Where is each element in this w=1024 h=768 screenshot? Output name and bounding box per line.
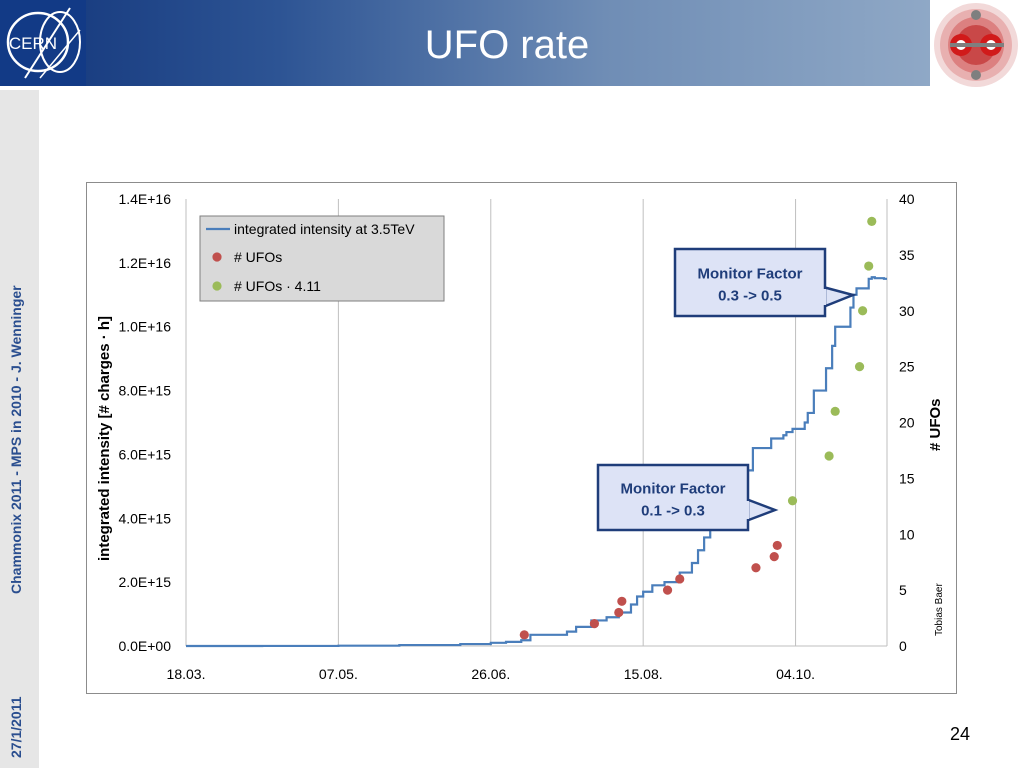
y-tick-label-right: 20 bbox=[899, 415, 915, 431]
ufo-point bbox=[769, 552, 779, 562]
y-tick-label-right: 40 bbox=[899, 191, 915, 207]
ufo-scaled-point bbox=[787, 496, 798, 506]
credit-text: Tobias Baer bbox=[934, 583, 945, 636]
cern-logo: CERN bbox=[0, 0, 86, 86]
chart-frame: 18.03. 07.05. 26.06. 15.08. 04.10. 0.0E+00 2.0… bbox=[86, 182, 957, 694]
y-tick-label-left: 1.0E+16 bbox=[118, 319, 171, 335]
legend-label: # UFOs · 4.11 bbox=[234, 278, 321, 294]
x-tick-label: 04.10. bbox=[776, 666, 815, 682]
ufo-point bbox=[614, 607, 624, 618]
callout-tail bbox=[745, 497, 779, 523]
ufo-scaled-point bbox=[864, 261, 874, 271]
side-strip bbox=[0, 90, 39, 768]
ufo-scaled-point bbox=[867, 216, 877, 226]
footer-text: Chammonix 2011 - MPS in 2010 - J. Wennin… bbox=[8, 285, 24, 594]
ufo-point bbox=[675, 574, 685, 584]
y-tick-label-right: 0 bbox=[899, 638, 907, 654]
ufo-scaled-point bbox=[824, 451, 834, 461]
callout-line-1: Monitor Factor bbox=[621, 481, 726, 498]
y-tick-label-left: 4.0E+15 bbox=[118, 510, 171, 526]
y-tick-label-left: 6.0E+15 bbox=[118, 446, 171, 462]
callout-line-1: Monitor Factor bbox=[698, 266, 803, 283]
ufo-point bbox=[589, 619, 600, 629]
integrated-intensity-line bbox=[186, 276, 887, 648]
cern-logo-text: CERN bbox=[9, 34, 57, 53]
callout-line-2: 0.1 -> 0.3 bbox=[641, 503, 705, 520]
y-axis-label-left: integrated intensity [# charges · h] bbox=[96, 316, 113, 561]
y-tick-label-left: 2.0E+15 bbox=[118, 574, 171, 590]
ufo-scaled-point bbox=[830, 406, 840, 416]
legend-box bbox=[199, 215, 445, 302]
ufo-point bbox=[751, 563, 761, 573]
y-axis-label-right: # UFOs bbox=[927, 398, 944, 451]
y-tick-label-left: 1.2E+16 bbox=[118, 255, 171, 271]
legend-label: # UFOs bbox=[234, 249, 282, 265]
ufo-rate-chart: 18.03. 07.05. 26.06. 15.08. 04.10. 0.0E+00 2.0… bbox=[96, 191, 945, 682]
y-tick-label-right: 15 bbox=[899, 470, 915, 486]
y-tick-label-right: 35 bbox=[899, 247, 915, 263]
y-tick-label-right: 5 bbox=[899, 582, 907, 598]
lhc-logo bbox=[930, 0, 1024, 90]
y-tick-label-right: 30 bbox=[899, 303, 915, 319]
date-text: 27/1/2011 bbox=[8, 696, 24, 758]
y-tick-label-left: 1.4E+16 bbox=[118, 191, 171, 207]
ufo-point bbox=[662, 585, 673, 595]
page-number: 24 bbox=[949, 724, 971, 744]
ufo-scaled-point bbox=[858, 306, 868, 316]
ufo-point bbox=[519, 630, 529, 640]
callout-box bbox=[673, 247, 827, 318]
ufo-point bbox=[617, 596, 627, 606]
callout-box bbox=[596, 463, 750, 532]
page-title: UFO rate bbox=[424, 23, 590, 67]
callout-joint bbox=[745, 501, 749, 519]
x-tick-label: 18.03. bbox=[167, 666, 206, 682]
y-tick-label-left: 8.0E+15 bbox=[118, 383, 171, 399]
callout-joint bbox=[822, 289, 826, 305]
legend-label: integrated intensity at 3.5TeV bbox=[234, 221, 415, 237]
callout-line-2: 0.3 -> 0.5 bbox=[718, 288, 782, 305]
y-tick-label-right: 10 bbox=[899, 526, 915, 542]
x-tick-label: 15.08. bbox=[624, 666, 663, 682]
y-tick-label-left: 0.0E+00 bbox=[118, 638, 171, 654]
ufo-scaled-point bbox=[854, 362, 865, 372]
ufo-point bbox=[772, 540, 782, 551]
legend-ufo-scaled-swatch bbox=[212, 281, 222, 291]
y-tick-label-right: 25 bbox=[899, 359, 915, 375]
legend-ufo-swatch bbox=[212, 252, 222, 262]
callout-tail bbox=[822, 285, 857, 309]
title-bar bbox=[0, 0, 930, 86]
x-tick-label: 26.06. bbox=[471, 666, 510, 682]
x-tick-label: 07.05. bbox=[319, 666, 358, 682]
